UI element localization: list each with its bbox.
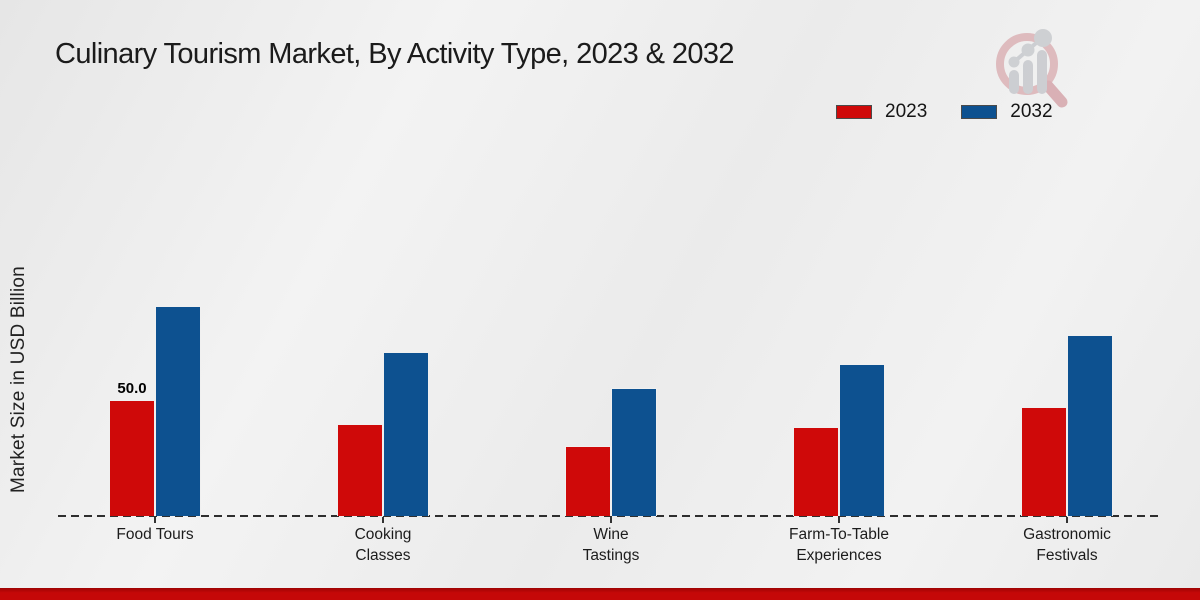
legend-swatch-2032 [961,105,998,119]
market-research-watermark-logo [996,29,1068,108]
legend: 2023 2032 [836,101,1053,123]
legend-label-2023: 2023 [885,101,928,122]
x-axis-tick [382,517,384,523]
x-axis-tick [610,517,612,523]
legend-label-2032: 2032 [1010,101,1053,122]
category-label-cooking-classes: Cooking Classes [354,526,412,564]
legend-item-2032: 2032 [961,101,1053,123]
bar-2023-farm-to-table-experiences [793,426,839,516]
bar-2032-gastronomic-festivals [1067,335,1113,516]
bar-2032-cooking-classes [383,352,429,516]
bar-2023-cooking-classes [337,424,383,516]
bar-2023-wine-tastings [565,446,611,516]
magnifier-handle-icon [1042,80,1068,108]
category-label-gastronomic-festivals: Gastronomic Festivals [1023,526,1111,564]
chart-title: Culinary Tourism Market, By Activity Typ… [55,38,735,70]
bottom-red-strip [0,588,1200,600]
bar-2032-food-tours [155,306,201,516]
x-axis-tick [1066,517,1068,523]
legend-item-2023: 2023 [836,101,927,123]
category-label-food-tours: Food Tours [116,526,194,543]
bar-2032-farm-to-table-experiences [839,364,885,516]
legend-swatch-2023 [836,105,872,119]
bar-value-label: 50.0 [117,380,147,397]
bar-2032-wine-tastings [611,388,657,516]
bar-2023-food-tours [109,400,155,516]
bar-2023-gastronomic-festivals [1021,406,1067,516]
category-label-wine-tastings: Wine Tastings [582,526,640,564]
category-label-farm-to-table-experiences: Farm-To-Table Experiences [789,526,889,564]
x-axis-tick [154,517,156,523]
x-axis-dashed-line [58,515,1158,517]
x-axis-tick [838,517,840,523]
